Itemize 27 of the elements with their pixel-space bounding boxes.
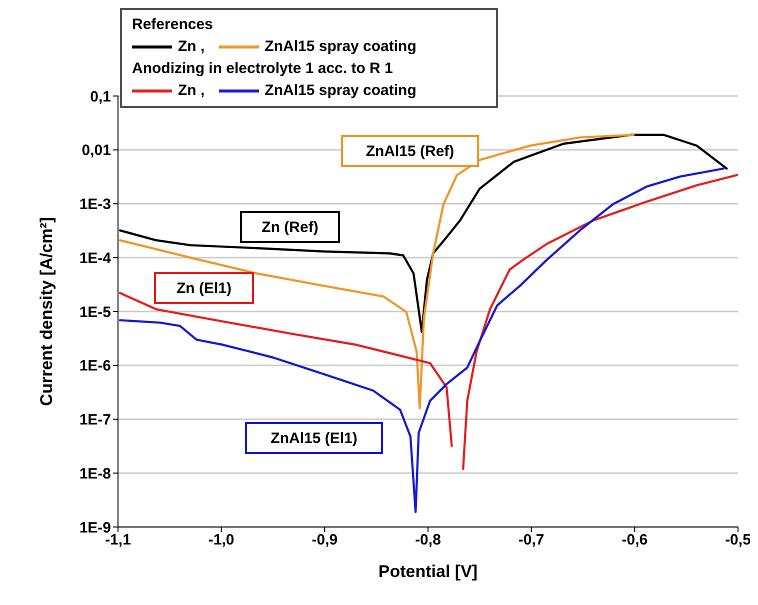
x-tick-label: -0,6 [622, 532, 648, 549]
legend-label: Zn , [178, 37, 205, 57]
legend-label: ZnAl15 spray coating [264, 81, 416, 101]
y-tick-label: 1E-8 [79, 465, 111, 482]
y-axis-title: Current density [A/cm²] [37, 217, 56, 406]
annotation: ZnAl15 (Ref) [366, 143, 454, 160]
legend-label: ZnAl15 spray coating [264, 37, 416, 57]
x-axis-title: Potential [V] [378, 562, 478, 581]
annotation: Zn (El1) [176, 280, 232, 297]
annotation: Zn (Ref) [262, 219, 318, 236]
legend-label: Zn , [178, 81, 205, 101]
annotation: ZnAl15 (El1) [270, 430, 358, 447]
y-tick-label: 0,01 [82, 142, 111, 160]
text: Anodizing in electrolyte 1 acc. to R 1 [132, 59, 394, 79]
text: References [132, 15, 214, 35]
y-tick-label: 1E-6 [79, 358, 111, 375]
y-tick-label: 0,1 [90, 88, 111, 106]
y-tick-label: 1E-3 [79, 196, 111, 214]
x-tick-label: -0,9 [312, 532, 338, 549]
x-tick-label: -0,7 [518, 532, 544, 549]
y-tick-label: 1E-4 [79, 250, 112, 267]
line-series [118, 167, 725, 514]
x-tick-label: -1,0 [208, 532, 234, 549]
line-series [118, 134, 635, 410]
y-tick-label: 1E-5 [79, 304, 111, 321]
y-tick-label: 1E-7 [79, 412, 111, 429]
x-tick-label: -0,8 [415, 532, 441, 549]
